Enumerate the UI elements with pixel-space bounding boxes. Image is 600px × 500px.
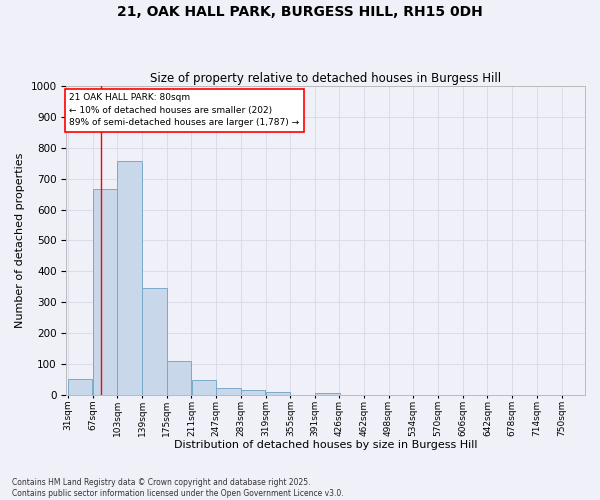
Y-axis label: Number of detached properties: Number of detached properties	[15, 153, 25, 328]
Bar	[266, 392, 290, 396]
Bar	[315, 393, 340, 396]
Text: Contains HM Land Registry data © Crown copyright and database right 2025.
Contai: Contains HM Land Registry data © Crown c…	[12, 478, 344, 498]
Title: Size of property relative to detached houses in Burgess Hill: Size of property relative to detached ho…	[150, 72, 501, 85]
Text: 21 OAK HALL PARK: 80sqm
← 10% of detached houses are smaller (202)
89% of semi-d: 21 OAK HALL PARK: 80sqm ← 10% of detache…	[69, 94, 299, 128]
Bar	[118, 161, 142, 396]
Bar	[142, 288, 167, 396]
Bar	[241, 390, 265, 396]
Bar	[68, 379, 92, 396]
Bar	[92, 190, 117, 396]
Bar	[217, 388, 241, 396]
Bar	[167, 361, 191, 396]
X-axis label: Distribution of detached houses by size in Burgess Hill: Distribution of detached houses by size …	[174, 440, 478, 450]
Text: 21, OAK HALL PARK, BURGESS HILL, RH15 0DH: 21, OAK HALL PARK, BURGESS HILL, RH15 0D…	[117, 5, 483, 19]
Bar	[191, 380, 216, 396]
